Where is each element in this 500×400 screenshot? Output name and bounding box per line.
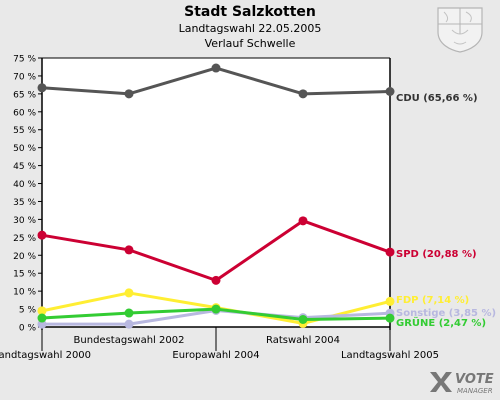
data-point-fdp — [37, 306, 47, 316]
logo-brand-top: VOTE — [455, 372, 494, 387]
coat-of-arms-crest-icon — [437, 7, 483, 53]
series-label-fdp: FDP (7,14 %) — [396, 295, 469, 306]
x-tick-label: Europawahl 2004 — [172, 350, 259, 361]
y-tick-label: 50 % — [13, 144, 36, 154]
data-point-cdu — [298, 89, 308, 99]
y-tick-label: 35 % — [13, 198, 36, 208]
data-point-spd — [37, 230, 47, 240]
data-point-grüne — [124, 308, 134, 318]
x-tick-label: Landtagswahl 2000 — [0, 350, 91, 361]
y-tick-label: 5 % — [19, 306, 37, 316]
data-point-spd — [298, 216, 308, 226]
y-axis: 0 % 5 % 10 % 15 % 20 % 25 % 30 % 35 % 40 % 45 % 50… — [13, 55, 391, 334]
y-tick-label: 70 % — [13, 72, 36, 82]
x-tick-label: Ratswahl 2004 — [266, 335, 340, 346]
series-labels: CDU (65,66 %) SPD (20,88 %) FDP (7,14 %) So… — [396, 93, 496, 329]
logo-brand-bottom: MANAGER — [457, 387, 493, 395]
data-point-spd — [124, 245, 134, 255]
series-lines — [37, 63, 395, 329]
data-point-fdp — [385, 296, 395, 306]
data-point-grüne — [37, 313, 47, 323]
vote-manager-logo-icon: VOTE MANAGER — [430, 372, 494, 395]
data-point-spd — [385, 247, 395, 257]
data-point-cdu — [37, 83, 47, 93]
data-point-cdu — [385, 86, 395, 96]
x-axis: Landtagswahl 2000 Bundestagswahl 2002 Euro… — [0, 321, 439, 361]
y-tick-label: 25 % — [13, 234, 36, 244]
data-point-spd — [211, 275, 221, 285]
plot-area — [42, 58, 390, 327]
y-tick-label: 45 % — [13, 162, 36, 172]
y-tick-label: 0 % — [19, 324, 37, 334]
data-point-cdu — [124, 89, 134, 99]
chart-title: Stadt Salzkotten — [184, 4, 316, 20]
data-point-sonstige — [124, 319, 134, 329]
series-label-cdu: CDU (65,66 %) — [396, 93, 478, 104]
chart-subtitle: Landtagswahl 22.05.2005 — [178, 22, 322, 35]
y-tick-label: 30 % — [13, 216, 36, 226]
data-point-fdp — [124, 288, 134, 298]
data-point-cdu — [211, 63, 221, 73]
y-tick-label: 15 % — [13, 270, 36, 280]
x-tick-label: Bundestagswahl 2002 — [74, 335, 185, 346]
y-tick-label: 20 % — [13, 252, 36, 262]
series-label-spd: SPD (20,88 %) — [396, 249, 477, 260]
y-tick-label: 60 % — [13, 108, 36, 118]
data-point-grüne — [385, 313, 395, 323]
data-point-grüne — [298, 314, 308, 324]
y-tick-label: 10 % — [13, 288, 36, 298]
y-tick-label: 65 % — [13, 90, 36, 100]
x-tick-label: Landtagswahl 2005 — [341, 350, 439, 361]
y-tick-label: 55 % — [13, 126, 36, 136]
data-point-grüne — [211, 304, 221, 314]
chart-subtitle-2: Verlauf Schwelle — [204, 37, 296, 50]
y-tick-label: 75 % — [13, 55, 36, 65]
y-tick-label: 40 % — [13, 180, 36, 190]
series-label-sonstige: Sonstige (3,85 %) — [396, 308, 496, 319]
series-label-grüne: GRÜNE (2,47 %) — [396, 315, 486, 329]
